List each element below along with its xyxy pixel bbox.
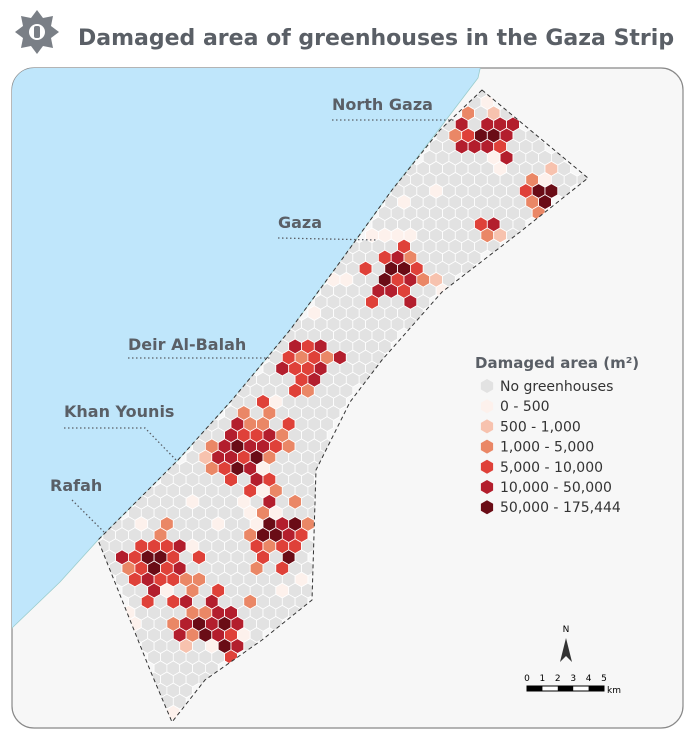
legend-label: 0 - 500: [500, 399, 550, 415]
legend-swatch: [480, 480, 494, 494]
region-label: Gaza: [278, 213, 322, 232]
title: Damaged area of greenhouses in the Gaza …: [78, 26, 674, 51]
logo: [15, 10, 59, 54]
scale-tick-label: 2: [555, 674, 561, 684]
region-label: Deir Al-Balah: [128, 335, 246, 354]
scale-tick-label: 3: [570, 674, 576, 684]
region-labels: North Gaza Gaza Deir Al-Balah Khan Youni…: [50, 95, 455, 533]
legend-swatch: [480, 459, 494, 474]
legend-swatch: [480, 379, 494, 393]
north-arrow: N: [560, 625, 572, 662]
scale-bar-segment: [557, 686, 574, 691]
leader-line: [64, 427, 177, 461]
scale-bar: 0 1 2 3 4 5km: [524, 674, 621, 696]
legend-swatch: [480, 419, 494, 434]
north-label: N: [563, 625, 570, 635]
hex-grid: [98, 90, 588, 721]
scale-bar-segment: [527, 686, 543, 691]
legend-label: 5,000 - 10,000: [500, 460, 603, 476]
scale-tick-label: 0: [524, 674, 530, 684]
region-label: Khan Younis: [64, 402, 174, 421]
legend-swatch: [480, 439, 494, 454]
scale-tick-label: 4: [586, 674, 592, 684]
legend-title: Damaged area (m²): [475, 354, 639, 372]
legend-swatch: [480, 500, 494, 515]
legend-label: No greenhouses: [500, 379, 613, 395]
legend-swatch: [480, 399, 494, 414]
legend-label: 500 - 1,000: [500, 419, 581, 435]
region-label: North Gaza: [332, 95, 433, 114]
legend: No greenhouses 0 - 500 500 - 1,000 1,000 - …: [480, 379, 621, 516]
legend-label: 10,000 - 50,000: [500, 480, 612, 496]
scale-bar-segment: [588, 686, 604, 691]
scale-unit: km: [607, 686, 621, 696]
leader-line: [277, 237, 379, 241]
scale-tick-label: 1: [540, 674, 546, 684]
legend-label: 50,000 - 175,444: [500, 500, 621, 516]
region-label: Rafah: [50, 476, 102, 495]
scale-tick-label: 5: [601, 674, 607, 684]
legend-label: 1,000 - 5,000: [500, 440, 594, 456]
